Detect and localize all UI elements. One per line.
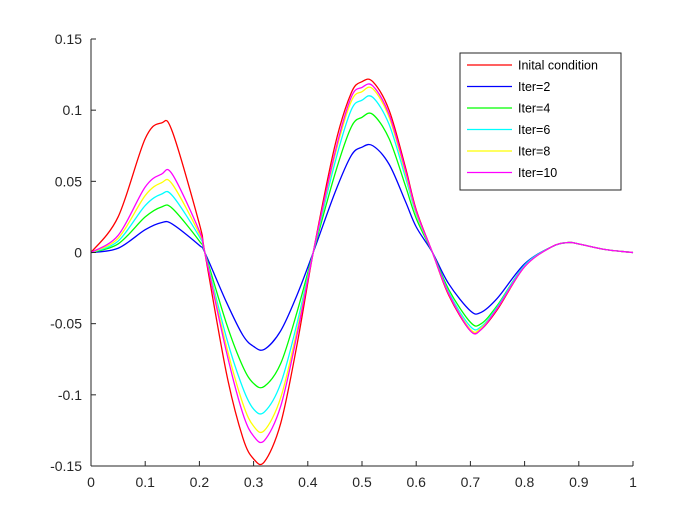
x-tick-label: 0.4 <box>298 474 318 490</box>
x-tick-label: 0.9 <box>569 474 589 490</box>
x-tick-label: 0.3 <box>244 474 264 490</box>
legend-box <box>459 52 622 191</box>
axes-layer: 0 0.1 0.2 0.3 0.4 0.5 0.6 0.7 0.8 0.9 1 -0.15 -0.1 -0… <box>50 31 637 490</box>
series-layer <box>90 78 634 466</box>
x-tick-label: 0.1 <box>135 474 155 490</box>
y-tick-label: -0.1 <box>58 387 82 403</box>
x-tick-label: 0.6 <box>406 474 426 490</box>
legend-label: Iter=8 <box>518 145 550 159</box>
legend: Inital condition Iter=2 Iter=4 Iter=6 Iter=8… <box>459 52 622 191</box>
y-tick-label: 0.15 <box>55 31 82 47</box>
y-tick-label: -0.15 <box>50 458 82 474</box>
legend-label: Iter=10 <box>518 166 557 180</box>
legend-label: Iter=2 <box>518 80 550 94</box>
x-tick-label: 0.5 <box>352 474 372 490</box>
legend-label: Inital condition <box>518 59 598 73</box>
x-tick-label: 0.7 <box>461 474 481 490</box>
legend-label: Iter=6 <box>518 123 550 137</box>
y-tick-label: -0.05 <box>50 316 82 332</box>
legend-label: Iter=4 <box>518 102 550 116</box>
y-tick-label: 0.05 <box>55 173 82 189</box>
x-tick-label: 0.8 <box>515 474 535 490</box>
series-line-2 <box>90 143 634 351</box>
x-tick-label: 1 <box>629 474 637 490</box>
x-tick-label: 0 <box>87 474 95 490</box>
series-line-4 <box>90 95 634 415</box>
x-tick-label: 0.2 <box>190 474 210 490</box>
y-tick-label: 0 <box>74 245 82 261</box>
series-line-6 <box>90 83 634 444</box>
y-tick-label: 0.1 <box>63 102 83 118</box>
